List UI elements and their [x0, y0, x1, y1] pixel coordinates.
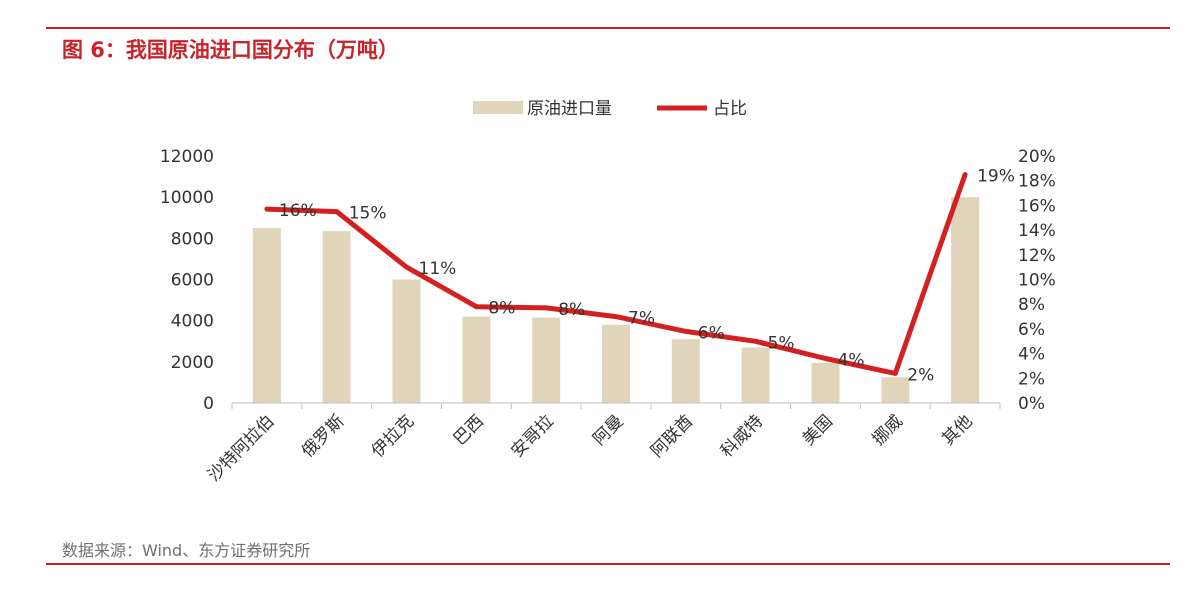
right-axis-tick-label: 4%	[1018, 345, 1045, 365]
left-axis-tick-label: 4000	[171, 312, 214, 332]
category-label: 阿曼	[589, 411, 627, 449]
right-axis-tick-label: 20%	[1018, 147, 1056, 167]
category-label: 沙特阿拉伯	[204, 411, 278, 485]
right-axis-tick-label: 0%	[1018, 394, 1045, 414]
share-line-series	[264, 172, 968, 376]
left-axis-ticks: 0 2000 4000 6000 8000 10000 12000	[160, 147, 214, 414]
top-divider	[46, 27, 1170, 29]
bar-10	[881, 377, 910, 403]
chart-legend: 原油进口量 占比	[473, 99, 747, 119]
legend-bar-swatch	[473, 101, 523, 114]
right-axis-tick-label: 2%	[1018, 369, 1045, 389]
share-data-label: 11%	[419, 259, 457, 279]
share-data-label: 16%	[279, 201, 317, 221]
share-data-label: 5%	[768, 333, 795, 353]
left-axis-tick-label: 6000	[171, 271, 214, 291]
category-label: 美国	[799, 411, 837, 449]
right-axis-tick-label: 8%	[1018, 295, 1045, 315]
left-axis-tick-label: 12000	[160, 147, 214, 167]
left-axis-tick-label: 0	[203, 394, 214, 414]
bar-6	[602, 324, 630, 403]
bar-2	[322, 231, 351, 403]
bar-7	[671, 339, 700, 403]
right-axis-ticks: 0% 2% 4% 6% 8% 10% 12% 14% 16% 18% 20%	[1018, 147, 1056, 414]
share-line	[264, 172, 968, 376]
bar-series	[252, 197, 980, 403]
category-label: 挪威	[869, 411, 907, 449]
bottom-divider	[46, 563, 1170, 565]
category-label: 安哥拉	[508, 411, 558, 461]
bar-5	[532, 317, 561, 403]
share-data-labels: 16% 15% 11% 8% 8% 7% 6% 5% 4% 2% 19%	[279, 167, 1015, 386]
right-axis-tick-label: 16%	[1018, 196, 1056, 216]
share-data-label: 2%	[907, 365, 934, 385]
category-label: 阿联酋	[647, 411, 697, 461]
bar-11	[951, 197, 980, 403]
category-label: 其他	[938, 411, 976, 449]
legend-line-label: 占比	[713, 99, 747, 119]
right-axis-tick-label: 18%	[1018, 172, 1056, 192]
share-data-label: 8%	[488, 299, 515, 319]
right-axis-tick-label: 14%	[1018, 221, 1056, 241]
bar-8	[741, 347, 770, 403]
right-axis-tick-label: 10%	[1018, 271, 1056, 291]
category-label: 伊拉克	[368, 411, 418, 461]
share-data-label: 7%	[628, 309, 655, 329]
category-axis-labels: 沙特阿拉伯 俄罗斯 伊拉克 巴西 安哥拉 阿曼 阿联酋 科威特 美国 挪威 其他	[204, 411, 976, 485]
category-label: 科威特	[717, 411, 767, 461]
bar-3	[392, 279, 421, 403]
legend-bar-label: 原油进口量	[527, 99, 612, 119]
right-axis-tick-label: 12%	[1018, 246, 1056, 266]
left-axis-tick-label: 8000	[171, 229, 214, 249]
share-data-label: 15%	[349, 204, 387, 224]
right-axis-tick-label: 6%	[1018, 320, 1045, 340]
left-axis-tick-label: 2000	[171, 353, 214, 373]
share-data-label: 19%	[977, 167, 1015, 187]
category-label: 巴西	[450, 411, 488, 449]
share-data-label: 6%	[698, 323, 725, 343]
category-label: 俄罗斯	[298, 411, 348, 461]
share-data-label: 4%	[838, 351, 865, 371]
share-data-label: 8%	[558, 300, 585, 320]
bar-9	[811, 362, 840, 403]
bar-1	[252, 228, 281, 403]
figure-title: 图 6：我国原油进口国分布（万吨）	[62, 38, 399, 62]
left-axis-tick-label: 10000	[160, 188, 214, 208]
bar-4	[462, 316, 491, 403]
source-note: 数据来源：Wind、东方证券研究所	[62, 541, 311, 560]
chart-axes	[231, 402, 1001, 409]
